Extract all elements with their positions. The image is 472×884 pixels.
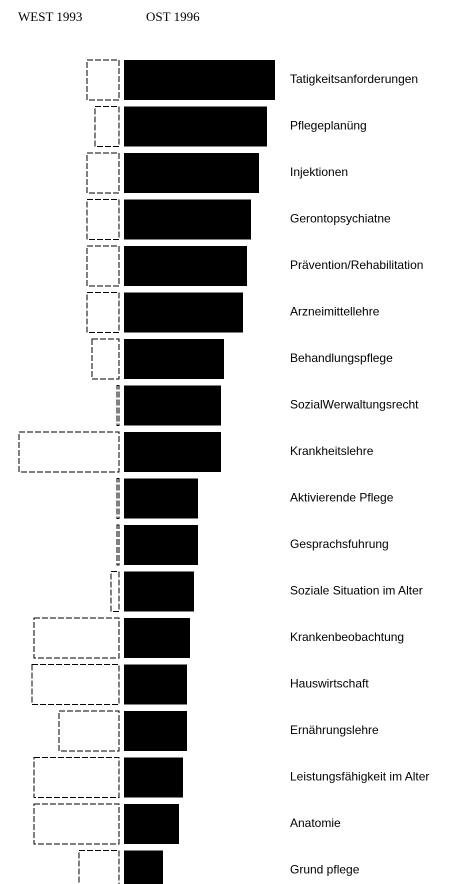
bar-west — [86, 199, 120, 240]
category-label: Anatomie — [290, 816, 341, 830]
bar-ost — [124, 199, 251, 240]
bar-west — [94, 106, 120, 147]
bar-ost — [124, 385, 221, 426]
category-label: Krankenbeobachtung — [290, 630, 404, 644]
bar-west — [78, 850, 120, 884]
category-label: Gerontopsychiatne — [290, 212, 391, 226]
bar-west — [31, 664, 120, 705]
bar-ost — [124, 850, 163, 884]
bar-ost — [124, 292, 243, 333]
bar-ost — [124, 664, 187, 705]
category-label: Behandlungspflege — [290, 351, 393, 365]
category-label: Leistungsfähigkeit im Alter — [290, 770, 429, 784]
bar-ost — [124, 618, 190, 658]
bar-ost — [124, 571, 194, 612]
bar-ost — [124, 711, 187, 751]
category-label: Arzneimittellehre — [290, 305, 380, 319]
bar-west — [33, 757, 120, 798]
bar-ost — [124, 804, 179, 844]
category-label: Ernährungslehre — [290, 723, 379, 737]
bar-west — [116, 385, 120, 426]
bar-ost — [124, 153, 259, 193]
bar-west — [116, 524, 120, 566]
legend-west: WEST 1993 — [18, 9, 82, 24]
bar-west — [86, 59, 120, 101]
category-label: Injektionen — [290, 165, 348, 179]
bar-west — [86, 152, 120, 194]
bar-west — [110, 571, 120, 612]
legend-ost: OST 1996 — [146, 9, 200, 24]
category-label: Grund pflege — [290, 863, 360, 877]
bar-ost — [124, 246, 247, 286]
category-label: Krankheitslehre — [290, 444, 374, 458]
bar-ost — [124, 525, 198, 565]
category-label: Gesprachsfuhrung — [290, 537, 389, 551]
category-label: SozialWerwaltungsrecht — [290, 398, 419, 412]
bar-ost — [124, 106, 267, 147]
bar-west — [33, 803, 120, 845]
bar-ost — [124, 432, 221, 472]
bar-west — [18, 431, 120, 473]
category-label: Soziale Situation im Alter — [290, 584, 423, 598]
category-label: Aktivierende Pflege — [290, 491, 394, 505]
bar-west — [58, 710, 120, 752]
bar-west — [86, 292, 120, 333]
bar-ost — [124, 757, 183, 798]
category-label: Hauswirtschaft — [290, 677, 369, 691]
category-label: Tatigkeitsanforderungen — [290, 72, 418, 86]
bar-ost — [124, 60, 275, 100]
bar-west — [33, 617, 120, 659]
category-label: Prävention/Rehabilitation — [290, 258, 423, 272]
category-label: Pflegeplanüng — [290, 119, 367, 133]
bar-ost — [124, 478, 198, 519]
bar-west — [91, 338, 120, 380]
bar-west — [86, 245, 120, 287]
bar-ost — [124, 339, 224, 379]
bar-west — [116, 478, 120, 519]
